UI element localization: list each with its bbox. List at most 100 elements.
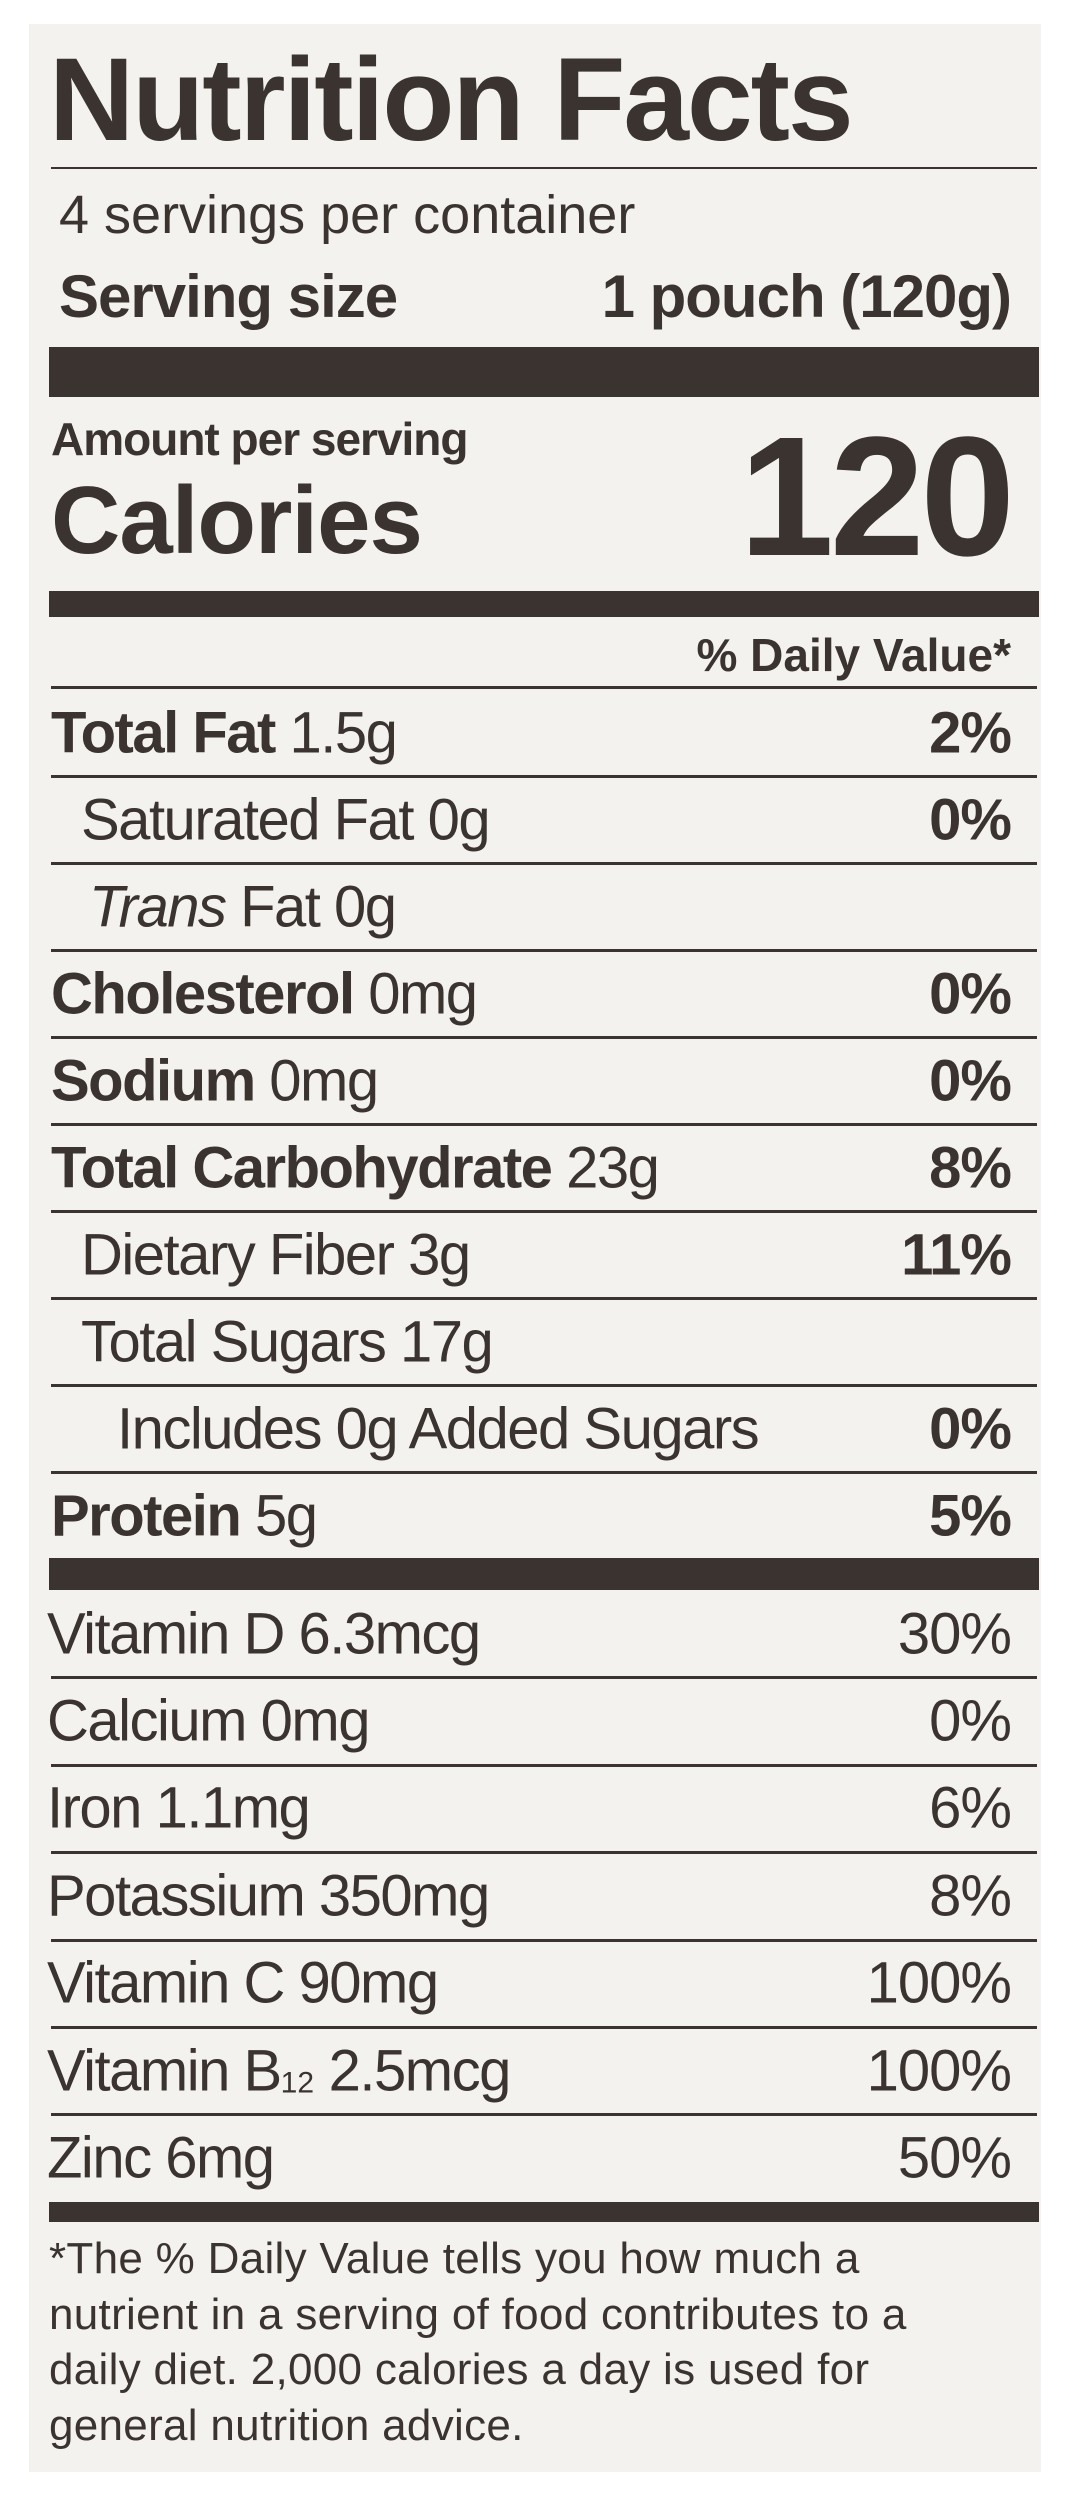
daily-value: 5%	[929, 1483, 1012, 1548]
nutrient-name: Vitamin D	[47, 1601, 285, 1667]
subscript: 12	[280, 2066, 315, 2100]
amount: 6.3mcg	[298, 1601, 481, 1667]
row: Saturated Fat 0g 0%	[29, 776, 1041, 865]
daily-value: 0%	[929, 1048, 1012, 1113]
footnote-line: general nutrition advice.	[49, 2400, 524, 2450]
row-label: Potassium 350mg	[47, 1862, 490, 1929]
amount: 0mg	[368, 961, 478, 1026]
thick-bar	[49, 591, 1039, 617]
amount: 3g	[408, 1222, 471, 1287]
row-label: Saturated Fat 0g	[81, 786, 491, 853]
row: Iron 1.1mg 6%	[29, 1765, 1041, 1855]
amount: 0mg	[260, 1688, 371, 1754]
row: Vitamin C 90mg 100%	[29, 1940, 1041, 2029]
nutrient-name: Zinc	[47, 2125, 152, 2191]
row-label: Total Carbohydrate 23g	[51, 1134, 660, 1201]
daily-value: 0%	[929, 1688, 1012, 1754]
nutrient-name: Protein	[51, 1483, 242, 1548]
daily-value: 100%	[866, 1950, 1012, 2016]
thick-bar	[49, 2202, 1039, 2222]
rule	[51, 1851, 1037, 1855]
amount: 0mg	[269, 1048, 379, 1113]
daily-value: 0%	[929, 787, 1012, 852]
rule	[51, 949, 1037, 952]
nutrient-name: Sodium	[51, 1048, 256, 1113]
daily-value: 11%	[901, 1222, 1012, 1287]
nutrient-name: Dietary Fiber	[81, 1222, 395, 1287]
amount: 2.5mcg	[328, 2038, 512, 2104]
daily-value: 0%	[929, 961, 1012, 1026]
amount: 1.1mg	[155, 1775, 311, 1841]
nutrient-name: Cholesterol	[51, 961, 355, 1026]
nutrient-name: Saturated Fat	[81, 787, 414, 852]
amount: 90mg	[298, 1950, 439, 2016]
rule	[51, 1297, 1037, 1300]
footnote-line: nutrient in a serving of food contribute…	[49, 2289, 907, 2339]
daily-value: 8%	[929, 1863, 1012, 1929]
rule	[51, 1763, 1037, 1767]
rule	[51, 862, 1037, 865]
row: Sodium 0mg 0%	[29, 1037, 1041, 1126]
rule	[51, 1471, 1037, 1474]
row: Total Sugars 17g	[29, 1298, 1041, 1387]
row: Protein 5g 5%	[29, 1472, 1041, 1559]
row: Includes 0g Added Sugars 0%	[29, 1385, 1041, 1474]
row-label: Sodium 0mg	[51, 1047, 379, 1114]
nutrient-name: Potassium	[47, 1863, 306, 1929]
row: Vitamin B12 2.5mcg 100%	[29, 2027, 1041, 2117]
row: Potassium 350mg 8%	[29, 1852, 1041, 1942]
row-label: Includes 0g Added Sugars	[117, 1395, 760, 1462]
daily-value: 30%	[897, 1601, 1012, 1667]
amount: 5g	[254, 1483, 318, 1548]
row: Cholesterol 0mg 0%	[29, 950, 1041, 1039]
name-italic: Trans	[89, 874, 227, 939]
daily-value: 6%	[929, 1775, 1012, 1841]
daily-value: 100%	[866, 2038, 1012, 2104]
row: Dietary Fiber 3g 11%	[29, 1211, 1041, 1300]
row: Zinc 6mg 50%	[29, 2114, 1041, 2201]
row-label: Vitamin C 90mg	[47, 1950, 439, 2017]
row-label: Total Sugars 17g	[81, 1308, 494, 1375]
row: Total Fat 1.5g 2%	[29, 689, 1041, 778]
amount: 23g	[566, 1135, 660, 1200]
nutrient-name: Fat	[240, 874, 321, 939]
amount-per-serving: Amount per serving	[51, 413, 469, 465]
row: Trans Fat 0g	[29, 863, 1041, 952]
serving-size-label: Serving size	[59, 263, 398, 330]
amount: 6mg	[165, 2125, 275, 2191]
rule	[51, 2113, 1037, 2117]
rule	[51, 1676, 1037, 1680]
footnote-line: *The % Daily Value tells you how much a	[49, 2234, 860, 2283]
nutrient-name: Vitamin C	[47, 1950, 285, 2016]
row-label: Trans Fat 0g	[89, 873, 397, 940]
rule	[51, 686, 1037, 689]
row-label: Calcium 0mg	[47, 1688, 371, 1755]
row: Total Carbohydrate 23g 8%	[29, 1124, 1041, 1213]
serving-size-value: 1 pouch (120g)	[601, 263, 1012, 330]
nutrient-name: Total Fat	[51, 700, 276, 765]
nutrient-name: Vitamin B	[47, 2038, 282, 2104]
thick-bar	[49, 347, 1039, 397]
rule	[51, 1384, 1037, 1387]
daily-value: 2%	[929, 700, 1012, 765]
daily-value: 0%	[929, 1396, 1012, 1461]
row: Calcium 0mg 0%	[29, 1677, 1041, 1767]
calories-value: 120	[739, 402, 1015, 592]
nutrient-name: Includes 0g Added Sugars	[117, 1396, 760, 1461]
row-label: Protein 5g	[51, 1482, 318, 1549]
row-label: Iron 1.1mg	[47, 1775, 311, 1842]
nutrient-name: Total Carbohydrate	[51, 1135, 553, 1200]
row-label: Zinc 6mg	[47, 2125, 275, 2192]
nutrient-name: Calcium	[47, 1688, 248, 1754]
footnote-line: daily diet. 2,000 calories a day is used…	[49, 2345, 870, 2394]
rule	[51, 1036, 1037, 1039]
daily-value: 50%	[897, 2125, 1012, 2191]
row-label: Cholesterol 0mg	[51, 960, 478, 1027]
amount: 0g	[427, 787, 491, 852]
row-label: Total Fat 1.5g	[51, 699, 398, 766]
servings: 4 servings per container	[59, 185, 636, 245]
rule	[51, 775, 1037, 778]
daily-value-header: % Daily Value*	[696, 629, 1012, 681]
